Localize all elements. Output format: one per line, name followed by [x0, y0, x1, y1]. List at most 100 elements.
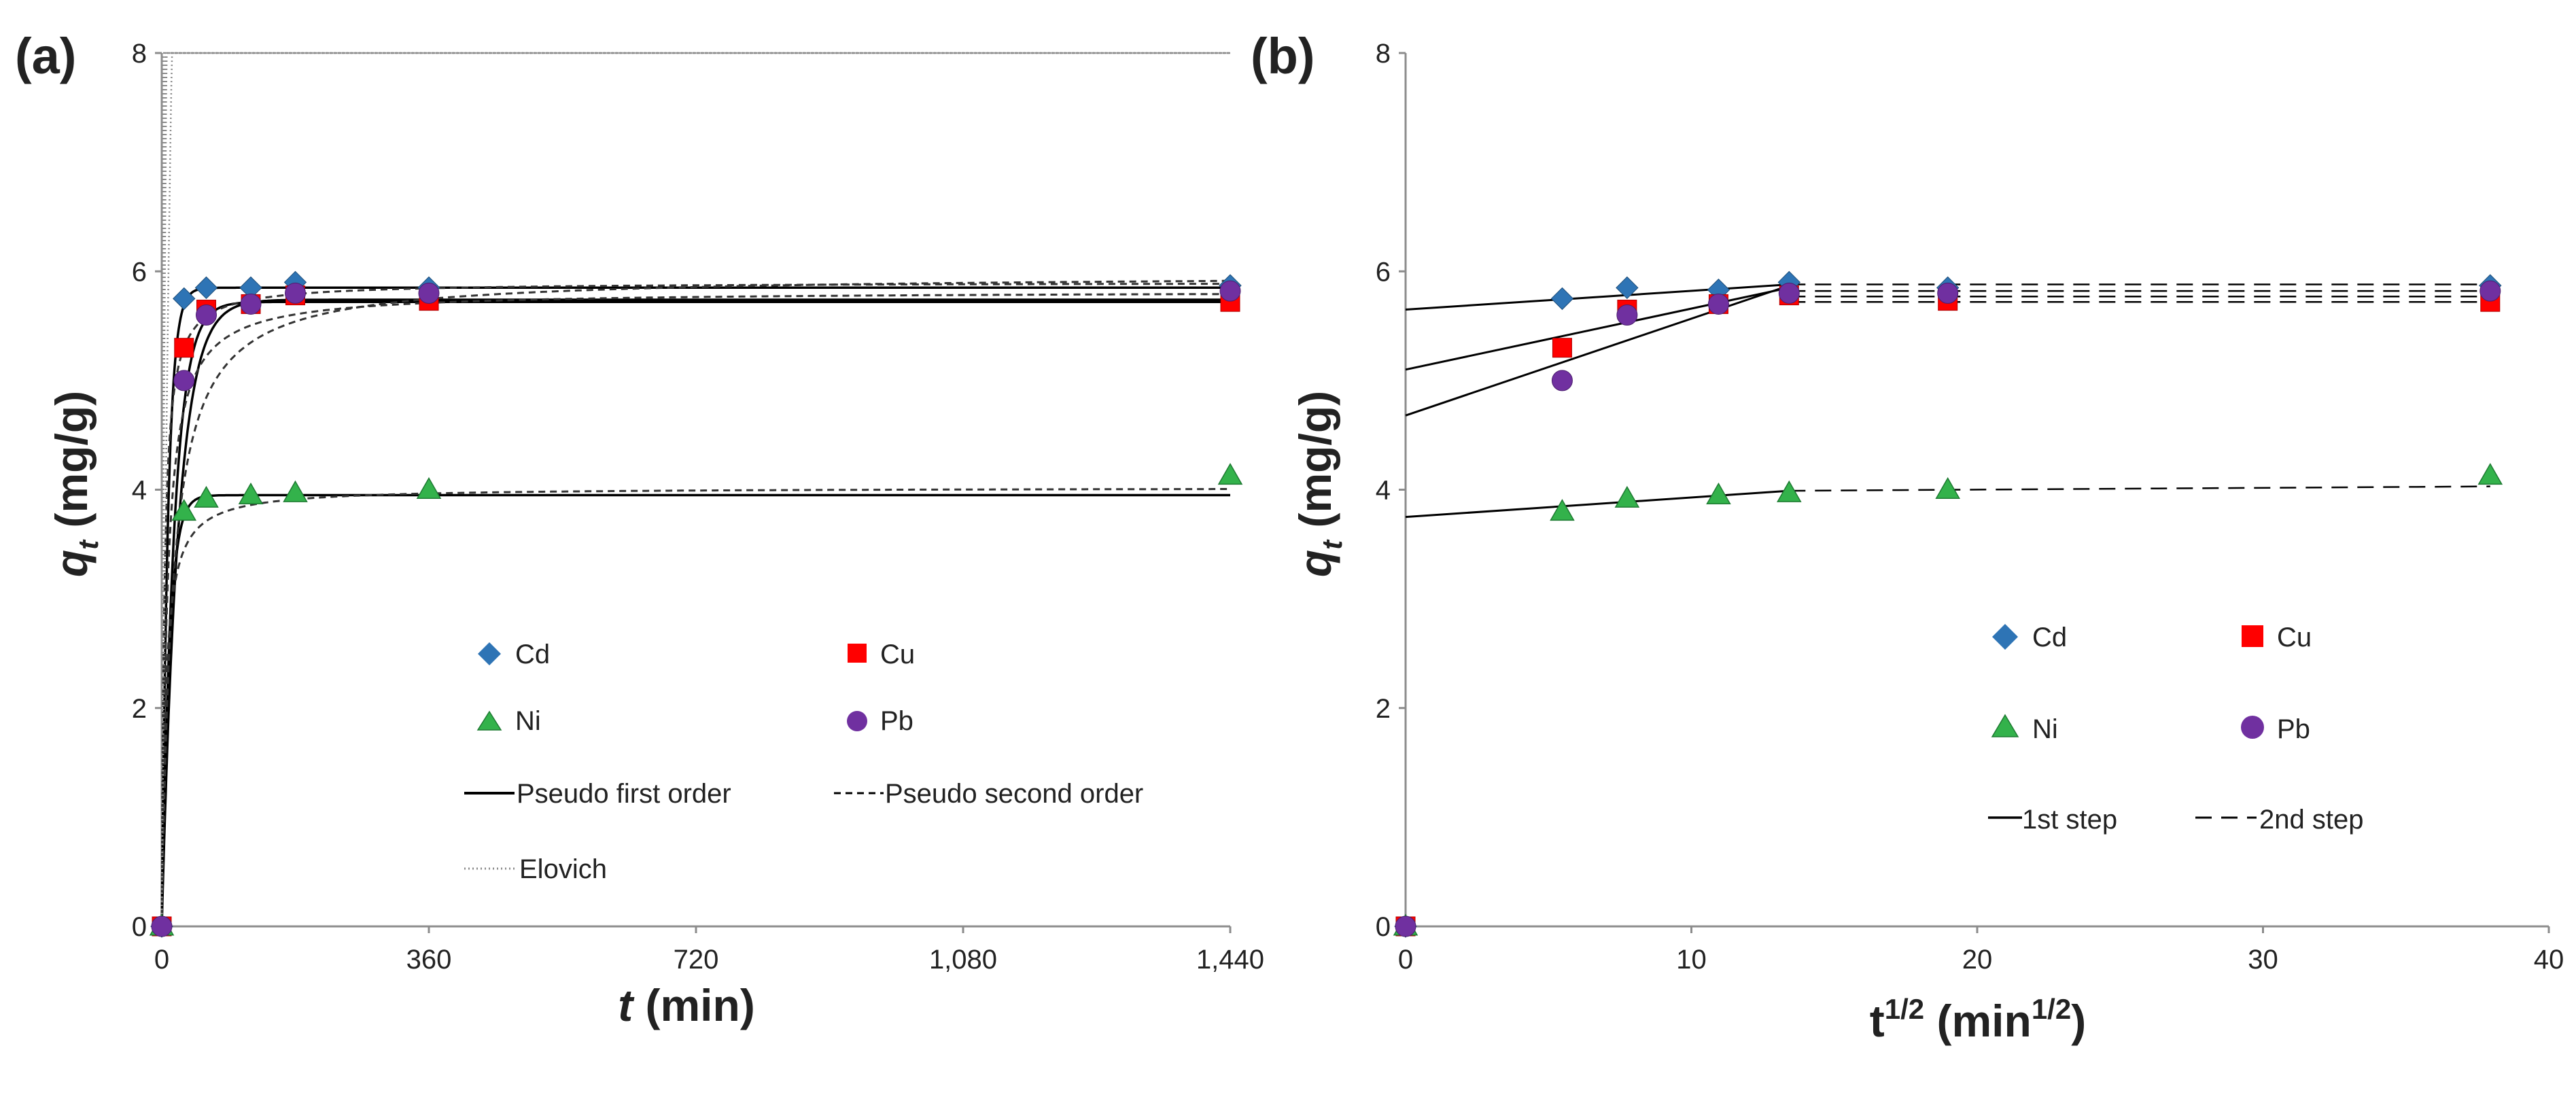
point-a-ni	[283, 480, 308, 502]
panel-a-y-tick-label: 6	[132, 257, 147, 287]
point-b-ni	[2477, 463, 2503, 485]
panel-b-y-axis-unit: (mg/g)	[1290, 391, 1340, 540]
point-b-pb	[1778, 282, 1800, 304]
panel-b-x-axis-unit-sup: 1/2	[2032, 993, 2071, 1025]
legend-b-step2: 2nd step	[2195, 805, 2363, 835]
legend-b-cd-label: Cd	[2032, 623, 2067, 652]
curve-a-pseudo-second-order-cd	[160, 283, 1230, 927]
point-b-pb	[1395, 915, 1416, 937]
panel-a-x-axis-title: t (min)	[618, 980, 755, 1030]
panel-a-y-axis-var: q	[46, 550, 97, 577]
point-b-cd	[1550, 287, 1574, 311]
legend-a-pfo-label: Pseudo first order	[517, 779, 731, 809]
legend-a-ni-marker	[476, 710, 502, 731]
legend-a-cd: Cd	[478, 640, 550, 669]
point-a-pb	[418, 282, 440, 304]
panel-a-x-tick-label: 0	[154, 945, 169, 975]
point-b-cd	[1616, 276, 1639, 300]
panel-b-x-ticks: 0 10 20 30 40	[1398, 926, 2564, 975]
panel-a-y-tick-label: 0	[132, 912, 147, 942]
legend-b-ni: Ni	[1991, 714, 2058, 744]
panel-b-y-tick-label: 8	[1376, 39, 1391, 69]
legend-a-elovich: Elovich	[464, 854, 607, 884]
legend-b-step1: 1st step	[1988, 805, 2117, 835]
legend-a-ni-label: Ni	[515, 706, 541, 736]
legend-b-cu-label: Cu	[2277, 623, 2312, 652]
point-a-pb	[196, 304, 217, 326]
panel-b-x-tick-label: 10	[1676, 945, 1707, 975]
curve-a-pseudo-first-order-cd	[160, 286, 1230, 927]
panel-a-x-tick-label: 720	[674, 945, 719, 975]
legend-a-pb: Pb	[847, 706, 913, 736]
legend-b-pb-label: Pb	[2277, 714, 2310, 744]
point-a-pb	[285, 282, 306, 304]
point-a-ni	[416, 476, 442, 499]
panel-b-x-axis-unit-open: (min	[1924, 996, 2032, 1046]
point-b-ni	[1706, 483, 1731, 505]
panel-a-y-axis-unit: (mg/g)	[46, 391, 97, 540]
curve-a-pseudo-first-order-cu	[160, 300, 1230, 927]
panel-a-x-tick-label: 1,080	[929, 945, 997, 975]
panel-b-x-axis-sup: 1/2	[1885, 993, 1924, 1025]
point-a-cd	[194, 276, 218, 300]
panel-b-label: (b)	[1251, 28, 1315, 84]
point-a-ni	[171, 499, 197, 521]
panel-b-x-axis-title: t1/2 (min1/2)	[1870, 993, 2086, 1046]
point-b-cu	[1552, 338, 1572, 358]
legend-a-cd-marker	[478, 642, 501, 665]
point-b-ni	[1550, 499, 1575, 521]
panel-a-y-axis-sub: t	[72, 539, 104, 550]
panel-a-data-points	[149, 271, 1243, 938]
legend-a-pb-marker	[847, 711, 867, 731]
fit-b-1st-step-ni	[1405, 489, 1790, 519]
point-b-pb	[1937, 282, 1959, 304]
point-a-cd	[173, 287, 196, 311]
panel-b-y-tick-label: 2	[1376, 694, 1391, 724]
legend-a-elovich-label: Elovich	[519, 854, 607, 884]
panel-a-x-tick-label: 360	[406, 945, 452, 975]
point-a-ni	[1217, 463, 1243, 485]
panel-b-y-tick-label: 6	[1376, 257, 1391, 287]
panel-a-x-ticks: 0 360 720 1,080 1,440	[154, 926, 1264, 975]
point-a-pb	[173, 370, 195, 391]
point-b-ni	[1614, 485, 1640, 508]
panel-a-y-tick-label: 8	[132, 39, 147, 69]
point-a-cu	[174, 338, 194, 358]
point-a-ni	[238, 483, 264, 505]
curve-a-elovich-ni	[160, 52, 1230, 927]
legend-a-cu-marker	[848, 644, 867, 663]
legend-a-pb-label: Pb	[880, 706, 913, 736]
point-b-ni	[1935, 476, 1960, 499]
legend-a-pso: Pseudo second order	[834, 779, 1143, 809]
legend-b-step2-label: 2nd step	[2259, 805, 2363, 835]
panel-a-y-ticks: 0 2 4 6 8	[132, 39, 162, 942]
legend-a-ni: Ni	[476, 706, 541, 736]
point-b-pb	[1707, 293, 1729, 315]
legend-b-cu: Cu	[2242, 623, 2312, 652]
legend-b-pb-marker	[2241, 716, 2264, 739]
panel-b-legend: Cd Cu Ni Pb 1st step 2nd step	[1988, 623, 2363, 835]
panel-b-x-tick-label: 40	[2534, 945, 2564, 975]
point-b-pb	[1551, 370, 1573, 391]
legend-a-cd-label: Cd	[515, 640, 550, 669]
panel-b-y-tick-label: 0	[1376, 912, 1391, 942]
legend-b-step1-label: 1st step	[2022, 805, 2117, 835]
panel-b-x-tick-label: 30	[2248, 945, 2278, 975]
panel-b-y-ticks: 0 2 4 6 8	[1376, 39, 1406, 942]
curve-a-pseudo-second-order-pb	[160, 279, 1230, 927]
panel-b-x-axis-var: t	[1870, 996, 1885, 1046]
legend-b-cd: Cd	[1992, 623, 2067, 652]
point-a-pb	[240, 293, 262, 315]
panel-a-model-curves	[160, 52, 1230, 927]
panel-a-label: (a)	[15, 28, 76, 84]
panel-a-x-tick-label: 1,440	[1196, 945, 1264, 975]
curve-a-pseudo-first-order-pb	[160, 298, 1230, 927]
curve-a-pseudo-second-order-ni	[160, 488, 1230, 927]
panel-b-x-axis-unit-close: )	[2071, 996, 2086, 1046]
curve-a-pseudo-second-order-cu	[160, 293, 1230, 927]
legend-b-ni-marker	[1991, 714, 2019, 737]
point-a-ni	[194, 485, 219, 508]
